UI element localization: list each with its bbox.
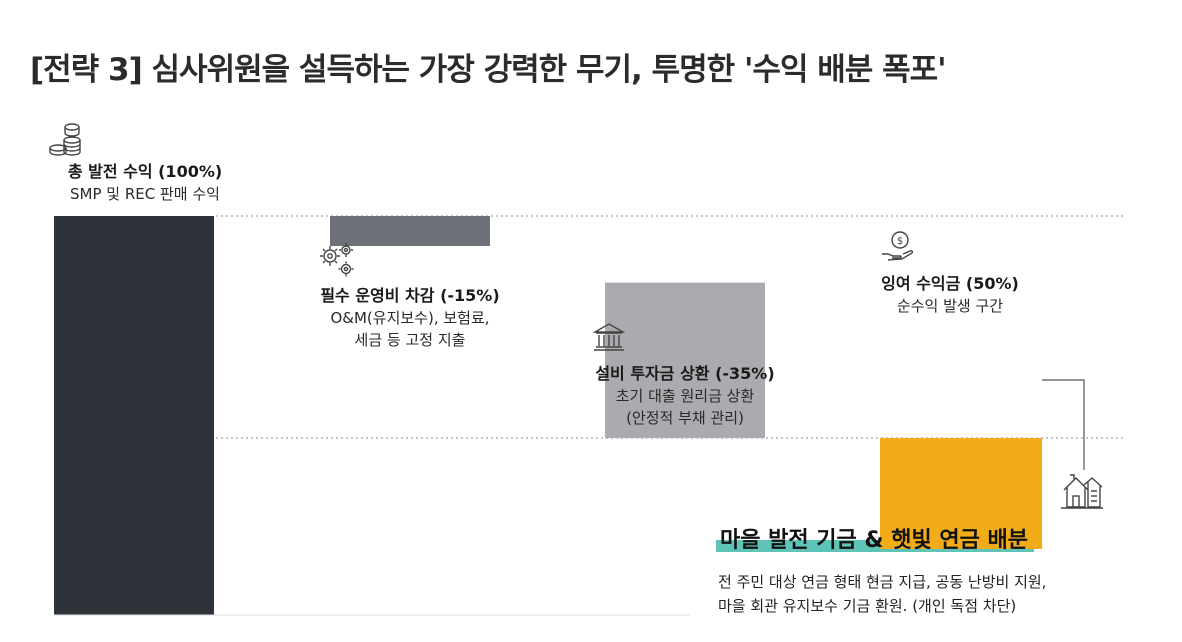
- label-sub: 순수익 발생 구간: [896, 297, 1004, 315]
- label-heading: 총 발전 수익 (100%): [67, 162, 223, 181]
- village-icon: [1061, 474, 1103, 509]
- bar-1: [54, 216, 214, 615]
- label-heading: 설비 투자금 상환 (-35%): [595, 364, 775, 383]
- callout-title: 마을 발전 기금 & 햇빛 연금 배분: [716, 522, 1035, 554]
- money-hand-icon: $: [882, 231, 914, 261]
- gears-icon: [320, 243, 354, 277]
- callout-line: 전 주민 대상 연금 형태 현금 지급, 공동 난방비 지원,: [718, 573, 1047, 591]
- label-sub: SMP 및 REC 판매 수익: [70, 185, 220, 203]
- label-sub: 세금 등 고정 지출: [354, 331, 466, 349]
- label-surplus: 잉여 수익금 (50%) 순수익 발생 구간: [850, 273, 1050, 317]
- label-sub: O&M(유지보수), 보험료,: [330, 309, 490, 327]
- label-heading: 필수 운영비 차감 (-15%): [320, 286, 500, 305]
- callout-title-text: 마을 발전 기금 & 햇빛 연금 배분: [720, 528, 1029, 553]
- callout-line: 마을 회관 유지보수 기금 환원. (개인 독점 차단): [718, 597, 1017, 615]
- bank-icon: [593, 323, 625, 351]
- callout-connector: [1042, 379, 1085, 470]
- callout-description: 전 주민 대상 연금 형태 현금 지급, 공동 난방비 지원, 마을 회관 유지…: [718, 570, 1046, 618]
- label-sub: 초기 대출 원리금 상환: [615, 387, 755, 405]
- label-total-revenue: 총 발전 수익 (100%) SMP 및 REC 판매 수익: [30, 161, 260, 205]
- label-loan-repayment: 설비 투자금 상환 (-35%) 초기 대출 원리금 상환 (안정적 부채 관리…: [570, 363, 800, 429]
- bar-4: [880, 438, 1042, 549]
- bar-2: [330, 216, 490, 246]
- label-operating-cost: 필수 운영비 차감 (-15%) O&M(유지보수), 보험료, 세금 등 고정…: [295, 285, 525, 351]
- page-title: [전략 3] 심사위원을 설득하는 가장 강력한 무기, 투명한 '수익 배분 …: [30, 52, 947, 88]
- label-heading: 잉여 수익금 (50%): [881, 274, 1019, 293]
- label-sub: (안정적 부채 관리): [626, 409, 744, 427]
- bar-3: [605, 282, 765, 438]
- svg-text:$: $: [897, 236, 903, 247]
- coins-icon: [49, 123, 81, 156]
